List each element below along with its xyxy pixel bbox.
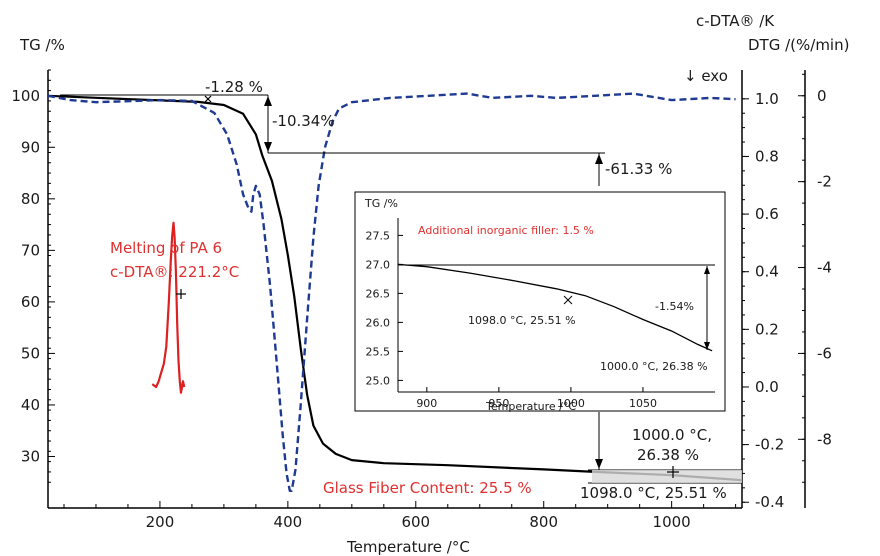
- plot-marks: [47, 92, 743, 492]
- inset-frame: [354, 191, 726, 412]
- cdta-tick-label: 0.4: [755, 263, 779, 281]
- x-tick-label: 800: [529, 513, 558, 531]
- inset-filler-label: Additional inorganic filler: 1.5 %: [418, 224, 594, 237]
- cdta-tick-label: 0.8: [755, 147, 779, 165]
- cdta-tick-label: -0.4: [755, 493, 784, 511]
- inset-arrows: [704, 266, 710, 350]
- dtg-tick-label: -8: [817, 430, 832, 448]
- gray-shade: [592, 470, 742, 483]
- cdta-tick-label: 0.2: [755, 320, 779, 338]
- inset: TG /% Temperature /°C Additional inorgan…: [354, 191, 726, 413]
- mass-loss-1-label: -1.28 %: [205, 78, 263, 96]
- tg-axis-title: TG /%: [19, 36, 65, 54]
- x-tick-label: 400: [274, 513, 303, 531]
- dtg-tick-label: -6: [817, 344, 832, 362]
- tg-tick-label: 60: [21, 293, 40, 311]
- series-line-dtg: [47, 92, 736, 492]
- x-tick-label: 600: [401, 513, 430, 531]
- tg-tick-label: 90: [21, 138, 40, 156]
- tg-tick-label: 40: [21, 396, 40, 414]
- inset-y-tick-label: 25.5: [366, 345, 391, 358]
- inset-axes: 27.5 27.0 26.5 26.0 25.5 25.0 900 950 1000 1050: [366, 218, 715, 410]
- inset-y-title: TG /%: [364, 197, 398, 210]
- axes: 200 400 600 800 1000 100 90 80 70 60 50 40 30 1.0 0.8 0…: [11, 69, 832, 531]
- inset-x-tick-label: 1050: [629, 397, 657, 410]
- x-tick-label: 200: [146, 513, 175, 531]
- cdta-tick-label: 0.6: [755, 205, 779, 223]
- x-tick-label: 1000: [653, 513, 691, 531]
- tg-tick-label: 80: [21, 190, 40, 208]
- inset-tg-line: [397, 263, 713, 352]
- point-1098-label: 1098.0 °C, 25.51 %: [580, 484, 727, 502]
- cdta-tick-label: 1.0: [755, 90, 779, 108]
- glass-fiber-label: Glass Fiber Content: 25.5 %: [323, 479, 532, 497]
- series-line-tg: [47, 94, 743, 482]
- inset-x-tick-label: 900: [416, 397, 437, 410]
- inset-x-tick-label: 950: [488, 397, 509, 410]
- point-markers: [176, 95, 679, 478]
- point-1000-value: 26.38 %: [637, 446, 699, 464]
- cdta-tick-label: 0.0: [755, 378, 779, 396]
- series-line-cdta: [151, 221, 186, 394]
- inset-y-tick-label: 26.0: [366, 316, 391, 329]
- dtg-tick-label: -4: [817, 259, 832, 277]
- annotation-arrows: [264, 96, 603, 469]
- dtg-tick-label: -2: [817, 173, 832, 191]
- inset-x-tick-label: 1000: [557, 397, 585, 410]
- tg-tick-label: 70: [21, 241, 40, 259]
- dtg-axis-title: DTG /(%/min): [748, 36, 849, 54]
- inset-label-b: 1000.0 °C, 26.38 %: [600, 360, 708, 373]
- inset-label-a: 1098.0 °C, 25.51 %: [468, 314, 576, 327]
- inset-y-tick-label: 26.5: [366, 287, 391, 300]
- melting-title: Melting of PA 6: [110, 239, 222, 257]
- cdta-tick-label: -0.2: [755, 436, 784, 454]
- point-1000-label: 1000.0 °C,: [632, 426, 712, 444]
- mass-loss-2-label: -10.34%: [272, 112, 335, 130]
- mass-loss-3-label: -61.33 %: [605, 160, 672, 178]
- inset-x-title: Temperature /°C: [485, 400, 576, 413]
- tg-tick-label: 30: [21, 447, 40, 465]
- exo-label: ↓ exo: [684, 67, 728, 85]
- inset-guides: [398, 264, 715, 350]
- tg-tick-label: 50: [21, 344, 40, 362]
- dtg-tick-label: 0: [817, 87, 827, 105]
- inset-loss-label: -1.54%: [655, 300, 694, 313]
- inset-marks: [397, 263, 713, 352]
- inset-y-tick-label: 25.0: [366, 374, 391, 387]
- melting-peak-label: c-DTA®: 221.2°C: [110, 263, 239, 281]
- cdta-axis-title: c-DTA® /K: [696, 12, 775, 30]
- inset-y-tick-label: 27.0: [366, 258, 391, 271]
- inset-y-tick-label: 27.5: [366, 229, 391, 242]
- x-axis-title: Temperature /°C: [346, 538, 470, 556]
- tg-tick-label: 100: [11, 87, 40, 105]
